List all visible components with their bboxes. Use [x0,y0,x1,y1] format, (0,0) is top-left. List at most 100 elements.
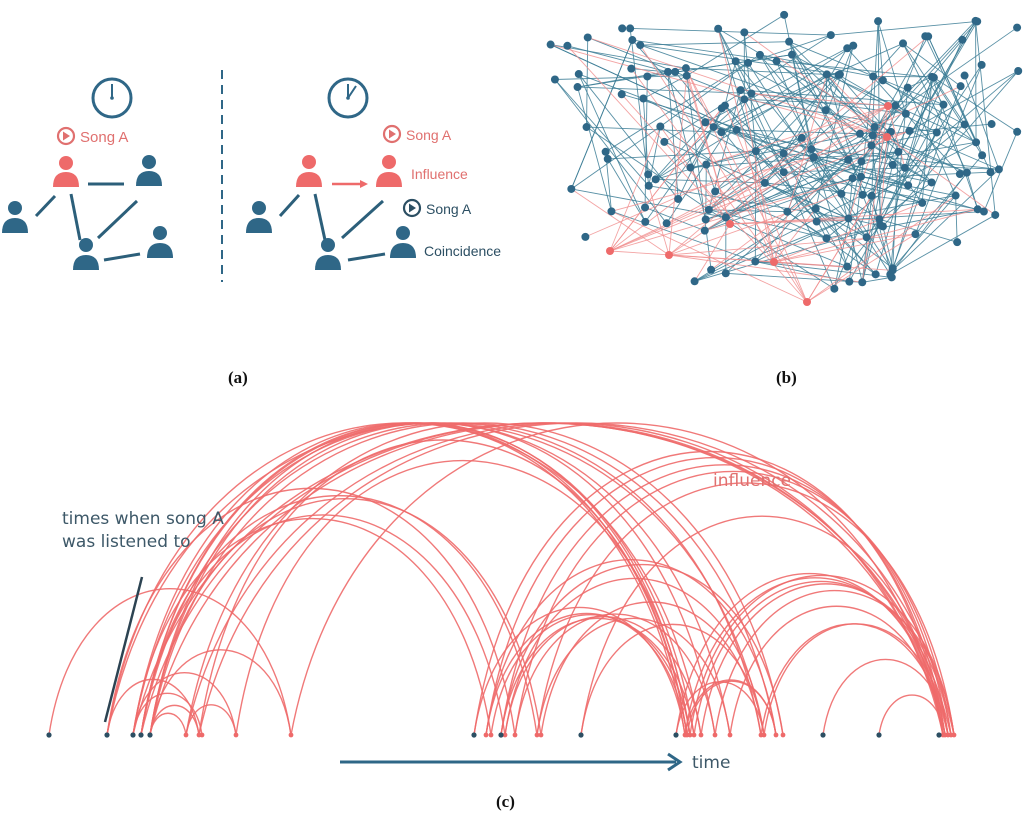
user-node [958,35,967,44]
user-node [671,67,680,76]
panel-a-diagram: Song A [2,70,501,282]
network-edge [724,61,737,106]
user-node [848,174,857,183]
song-label-coincident: Song A [426,201,472,217]
network-edge [607,158,646,223]
influence-edge [744,32,888,138]
user-node [843,44,852,53]
influenced-listen-dot [687,732,693,738]
user-icon-active [53,156,79,187]
influence-arc [540,601,762,736]
network-edge [611,210,756,262]
network-edge [872,134,968,174]
user-node [821,106,830,115]
user-node [928,72,937,81]
network-edge [833,161,862,289]
user-node [583,33,592,42]
network-edge [862,36,926,196]
panel-c-timeline: times when song A was listened to influe… [46,422,957,773]
influence-edge [773,202,923,263]
user-icon-active [296,155,322,187]
user-node [874,17,883,26]
user-node [682,71,691,80]
influence-arc [822,658,949,736]
influence-arcs [48,422,955,736]
user-node [835,70,844,79]
user-node [887,273,896,282]
influence-edge [668,254,863,283]
user-node [787,50,796,59]
network-edge [577,86,612,212]
network-edge [554,79,650,187]
network-edge [874,27,1018,128]
influenced-listen-dot [512,732,518,738]
user-node [701,118,710,127]
user-node [811,204,820,213]
user-node [567,184,576,193]
network-edge [694,194,863,282]
user-node [626,24,635,33]
user-node [717,128,726,137]
influence-edge [806,195,956,303]
influence-edge [611,210,808,303]
user-node [822,70,831,79]
influence-edge [806,195,873,303]
user-node [780,10,789,19]
network-nodes [546,10,1023,306]
user-node [651,175,660,184]
influence-arc [689,574,955,736]
user-icon [2,201,28,233]
influence-edge [813,105,889,158]
user-node [660,137,669,146]
user-node [939,100,948,109]
user-node [870,123,879,132]
user-node [904,181,913,190]
network-edge [830,21,978,36]
user-node [546,40,555,49]
user-node [858,278,867,287]
network-edge [788,41,875,128]
user-node [905,126,914,135]
user-node [550,75,559,84]
user-node [563,41,572,50]
network-edge [640,41,790,46]
influenced-listen-dot [199,732,205,738]
influence-edge [685,67,808,303]
network-edge [826,208,978,239]
influence-arc [490,614,691,736]
network-edge [921,76,933,203]
influence-edge [773,208,978,263]
influence-edge [609,182,766,252]
scenario-influence: Song A Influence Song A Coincidence [246,77,501,270]
user-node [903,83,912,92]
user-node [736,86,745,95]
user-node [641,203,650,212]
user-node [573,83,582,92]
network-edge [705,47,848,123]
clock-icon [91,77,133,119]
influence-edge [773,74,828,263]
user-node [868,131,877,140]
user-node [747,89,756,98]
influencer-node [770,258,778,266]
network-edge [605,54,761,153]
user-node [644,181,653,190]
network-edge [571,188,726,218]
user-node [714,24,723,33]
user-node [812,217,821,226]
influence-arc [878,694,946,736]
network-edge [902,43,944,105]
network-edge [889,87,909,275]
influence-edge [806,233,916,303]
user-node [857,172,866,181]
user-node [617,90,626,99]
user-node [663,67,672,76]
user-node [779,149,788,158]
user-node [686,163,695,172]
user-node [911,230,920,239]
influencer-node [726,220,734,228]
play-icon [382,124,402,144]
network-edge [909,130,1000,170]
influenced-listen-dot [288,732,294,738]
influence-edge [751,93,889,107]
